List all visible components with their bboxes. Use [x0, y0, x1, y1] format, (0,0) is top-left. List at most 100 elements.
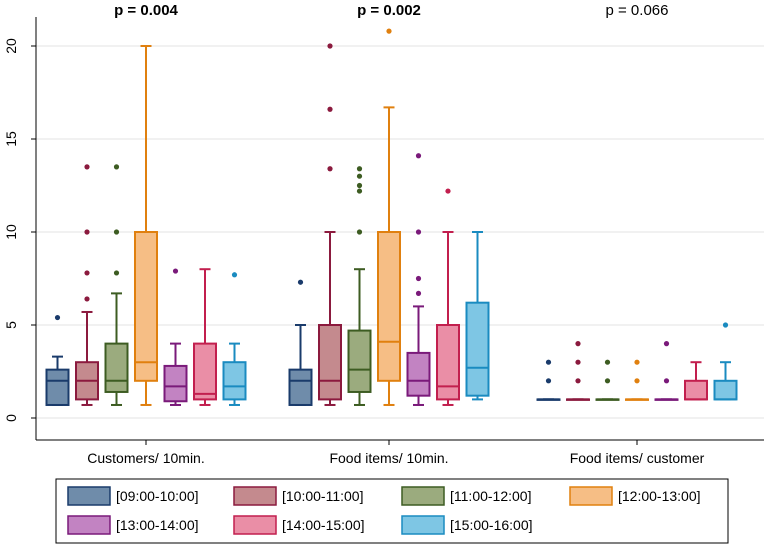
y-tick-label: 20	[3, 38, 19, 54]
p-value-label: p = 0.066	[606, 2, 669, 19]
legend-label: [13:00-14:00]	[116, 517, 199, 533]
box-6-0	[222, 272, 247, 406]
box-5-0	[193, 268, 217, 406]
legend-label: [11:00-12:00]	[450, 488, 531, 504]
outlier-point	[327, 166, 333, 172]
box-3-0	[134, 45, 158, 406]
box-2-1	[347, 166, 372, 406]
outlier-point	[604, 378, 611, 384]
legend-swatch	[233, 486, 277, 506]
y-tick-label: 15	[3, 131, 19, 147]
outlier-point	[386, 28, 392, 34]
legend-box	[55, 478, 729, 544]
box-1-2	[566, 341, 590, 401]
box-body	[222, 361, 247, 401]
series-2	[104, 164, 620, 406]
box-body	[377, 231, 401, 382]
outlier-point	[545, 359, 552, 365]
outlier-point	[575, 359, 581, 365]
series-5	[193, 188, 708, 406]
box-body	[45, 368, 70, 406]
outlier-point	[575, 341, 581, 347]
box-body	[134, 231, 158, 382]
box-5-2	[684, 361, 708, 401]
y-tick-label: 10	[3, 224, 19, 240]
x-axis: Customers/ 10min. Food items/ 10min. Food …	[36, 439, 764, 466]
box-0-0	[45, 314, 70, 406]
box-body	[406, 351, 431, 397]
outlier-point	[231, 272, 238, 278]
outlier-point	[575, 378, 581, 384]
x-tick-label: Food items/ customer	[570, 450, 705, 466]
series-3	[134, 28, 649, 406]
outlier-point	[634, 378, 640, 384]
box-6-1	[465, 231, 490, 401]
outlier-point	[113, 229, 120, 235]
box-6-2	[713, 322, 738, 401]
outlier-point	[172, 268, 179, 274]
box-4-2	[654, 341, 679, 401]
legend-label: [15:00-16:00]	[450, 517, 533, 533]
legend-swatch	[401, 486, 445, 506]
outlier-point	[663, 341, 670, 347]
y-tick-label: 0	[3, 414, 19, 422]
outlier-point	[297, 279, 304, 285]
box-1-1	[318, 43, 342, 406]
box-0-2	[536, 359, 561, 401]
legend-swatch	[67, 515, 111, 535]
outlier-point	[327, 106, 333, 112]
box-4-0	[163, 268, 188, 406]
outlier-point	[327, 43, 333, 49]
box-body	[163, 364, 188, 403]
p-value-label: p = 0.002	[357, 2, 421, 19]
p-value-label: p = 0.004	[114, 2, 178, 19]
box-1-0	[75, 164, 99, 406]
outlier-point	[415, 229, 422, 235]
outlier-point	[545, 378, 552, 384]
legend-label: [09:00-10:00]	[116, 488, 199, 504]
legend-label: [12:00-13:00]	[618, 488, 701, 504]
outlier-point	[415, 275, 422, 282]
box-body	[465, 301, 490, 397]
legend: [09:00-10:00] [10:00-11:00] [11:00-12:00] […	[55, 478, 729, 544]
box-body	[193, 342, 217, 401]
outlier-point	[356, 229, 363, 235]
series-1	[75, 43, 590, 406]
outlier-point	[634, 359, 640, 365]
outlier-point	[113, 270, 120, 276]
outlier-point	[415, 153, 422, 159]
legend-label: [10:00-11:00]	[282, 488, 363, 504]
outlier-point	[54, 314, 61, 321]
legend-swatch	[569, 486, 613, 506]
series-6	[222, 231, 738, 406]
box-3-2	[625, 359, 649, 401]
series-0	[45, 279, 561, 406]
box-body	[713, 379, 738, 401]
outlier-point	[84, 270, 90, 276]
legend-swatch	[67, 486, 111, 506]
outlier-point	[113, 164, 120, 170]
outlier-point	[356, 182, 363, 189]
box-series	[45, 28, 738, 406]
series-4	[163, 153, 679, 406]
box-3-1	[377, 28, 401, 406]
outlier-point	[722, 322, 729, 328]
outlier-point	[415, 290, 422, 296]
box-body	[436, 324, 460, 401]
outlier-point	[84, 164, 90, 170]
outlier-point	[445, 188, 451, 194]
box-0-1	[288, 279, 313, 406]
outlier-point	[356, 173, 363, 179]
box-body	[684, 379, 708, 401]
outlier-point	[84, 296, 90, 302]
x-tick-label: Customers/ 10min.	[87, 450, 204, 466]
outlier-point	[356, 188, 363, 194]
legend-swatch	[401, 515, 445, 535]
outlier-point	[604, 359, 611, 365]
legend-label: [14:00-15:00]	[282, 517, 365, 533]
outlier-point	[356, 166, 363, 172]
outlier-point	[663, 378, 670, 384]
box-2-2	[595, 359, 620, 401]
box-5-1	[436, 188, 460, 406]
box-body	[288, 368, 313, 406]
